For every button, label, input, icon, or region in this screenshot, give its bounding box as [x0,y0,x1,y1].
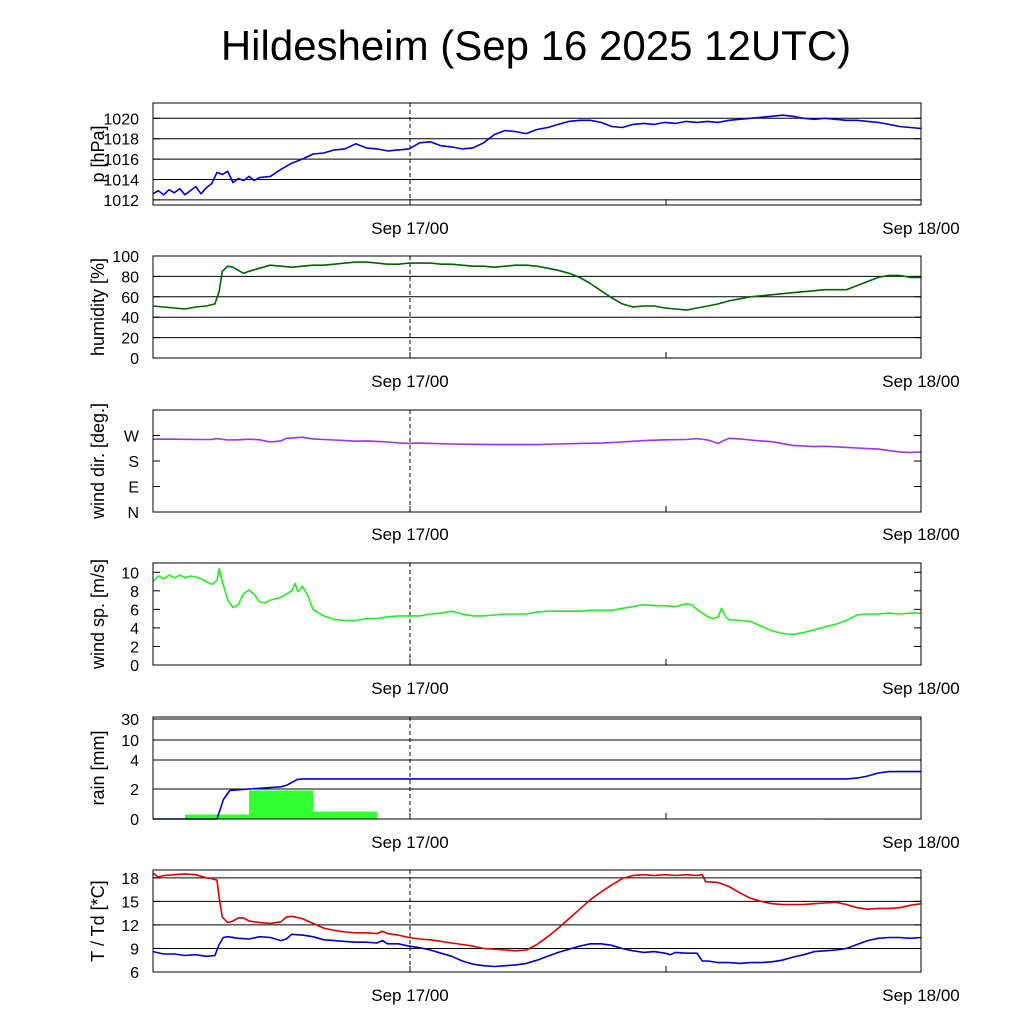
x-tick-label: Sep 17/00 [371,679,449,698]
rain-bar-3 [313,811,377,819]
x-tick-label: Sep 17/00 [371,986,449,1005]
plot-frame [152,562,922,666]
y-tick-label: 1018 [103,132,139,149]
plot-frame [152,255,922,359]
y-tick-label: E [128,480,139,497]
series-line-1 [152,567,921,636]
y-tick-label: 9 [130,941,139,958]
y-tick-label: 0 [130,812,139,829]
series-line-1 [152,114,922,196]
y-tick-label: W [124,429,140,446]
y-tick-label: 6 [130,965,139,982]
y-axis-label: p [hPa] [88,125,108,182]
y-tick-label: N [127,505,139,522]
y-tick-label: 4 [130,621,139,638]
panel-6: 6 9 12 15 18 Sep 17/00 Sep 18/00 T / Td [*C] [88,869,960,1005]
rain-bar-2 [249,790,313,819]
y-axis-label: T / Td [*C] [88,880,108,961]
y-tick-label: 100 [112,249,139,266]
panel-1: 1012 1014 1016 1018 1020 Sep 17/00 Sep 18/00 p … [88,102,960,238]
plot-frame [152,716,922,820]
series-line-1 [152,872,922,952]
panel-5: 0 2 4 10 30 Sep 17/00 Sep 18/00 rain [mm] [88,712,960,852]
y-tick-label: 4 [130,753,139,770]
y-tick-label: 6 [130,602,139,619]
y-tick-label: S [128,454,139,471]
x-tick-label: Sep 17/00 [371,219,449,238]
y-tick-label: 60 [121,290,139,307]
x-tick-label: Sep 18/00 [882,219,960,238]
y-tick-label: 12 [121,918,139,935]
plot-frame [152,409,922,513]
x-tick-label: Sep 18/00 [882,372,960,391]
y-axis-label: rain [mm] [88,730,108,805]
x-tick-label: Sep 18/00 [882,833,960,852]
y-tick-label: 2 [130,782,139,799]
y-tick-label: 30 [121,712,139,729]
x-tick-label: Sep 17/00 [371,525,449,544]
y-tick-label: 0 [130,658,139,675]
plot-frame [152,102,922,206]
y-tick-label: 0 [130,351,139,368]
series-line-1 [153,436,922,454]
y-tick-label: 1014 [103,173,139,190]
panel-2: 0 20 40 60 80 100 Sep 17/00 Sep 18/00 humidity [… [88,249,960,391]
plot-frame [152,869,922,973]
x-tick-label: Sep 18/00 [882,986,960,1005]
y-tick-label: 1016 [103,152,139,169]
y-tick-label: 20 [121,331,139,348]
y-axis-label: wind dir. [deg.] [88,403,108,520]
y-tick-label: 80 [121,269,139,286]
y-tick-label: 1012 [103,193,139,210]
x-tick-label: Sep 18/00 [882,679,960,698]
series-line-2 [152,933,922,968]
y-tick-label: 1020 [103,111,139,128]
series-line-1 [153,770,921,820]
x-tick-label: Sep 18/00 [882,525,960,544]
y-tick-label: 18 [121,871,139,888]
y-tick-label: 10 [121,565,139,582]
y-axis-label: humidity [%] [88,258,108,356]
y-tick-label: 15 [121,894,139,911]
panel-4: 0 24 68 10 Sep 17/00 Sep 18/00 wind sp. [m/s] [88,559,960,698]
y-tick-label: 8 [130,584,139,601]
x-tick-label: Sep 17/00 [371,372,449,391]
series-line-1 [152,261,921,311]
y-tick-label: 10 [121,733,139,750]
x-tick-label: Sep 17/00 [371,833,449,852]
y-tick-label: 40 [121,310,139,327]
y-tick-label: 2 [130,639,139,656]
y-axis-label: wind sp. [m/s] [88,559,108,670]
chart-title: Hildesheim (Sep 16 2025 12UTC) [220,22,852,69]
